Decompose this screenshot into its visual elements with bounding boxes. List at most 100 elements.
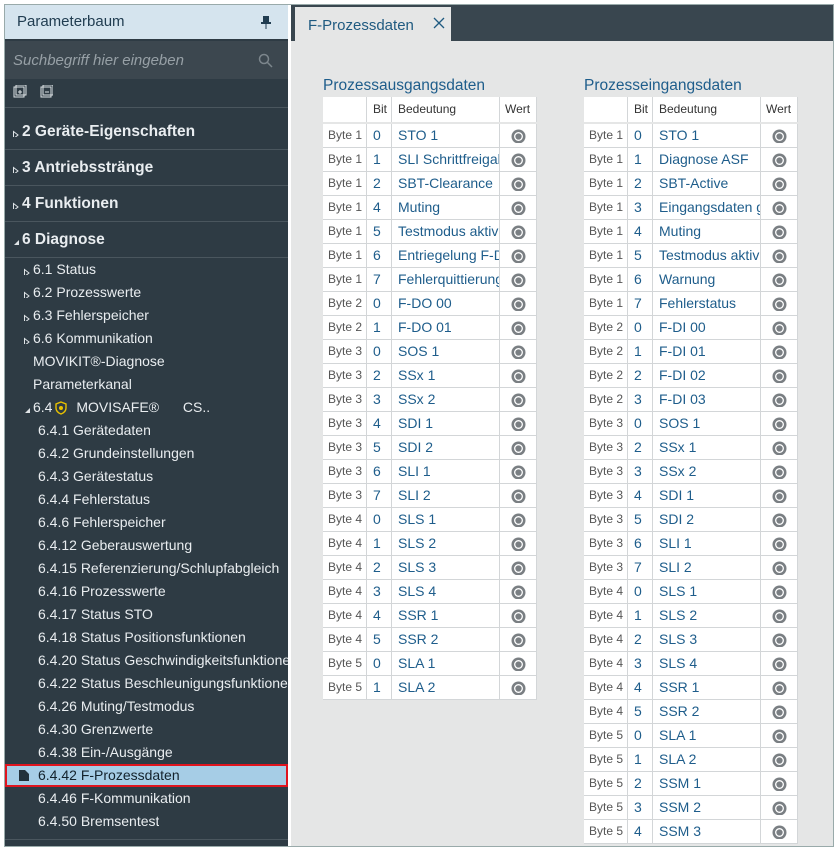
- tree-item[interactable]: 3 Antriebsstränge: [5, 150, 288, 186]
- value-indicator[interactable]: [772, 392, 787, 407]
- value-indicator[interactable]: [772, 560, 787, 575]
- value-indicator[interactable]: [511, 128, 526, 143]
- tree-item[interactable]: 6.1 Status: [5, 258, 288, 281]
- tree-item[interactable]: 6.4.2 Grundeinstellungen: [5, 442, 288, 465]
- value-indicator[interactable]: [511, 248, 526, 263]
- byte-cell: Byte 4: [584, 700, 628, 724]
- byte-cell: Byte 2: [584, 388, 628, 412]
- value-indicator[interactable]: [772, 800, 787, 815]
- tree-item[interactable]: 6.4.38 Ein-/Ausgänge: [5, 741, 288, 764]
- value-indicator[interactable]: [772, 152, 787, 167]
- value-indicator[interactable]: [511, 224, 526, 239]
- value-indicator[interactable]: [772, 608, 787, 623]
- tree-item[interactable]: 6.4.17 Status STO: [5, 603, 288, 626]
- value-indicator[interactable]: [772, 680, 787, 695]
- value-indicator[interactable]: [511, 608, 526, 623]
- bit-cell: 3: [628, 388, 653, 412]
- value-indicator[interactable]: [772, 200, 787, 215]
- value-indicator[interactable]: [772, 320, 787, 335]
- header-cell: Wert: [761, 97, 798, 122]
- tree-toolbar: [13, 85, 53, 98]
- value-indicator[interactable]: [772, 704, 787, 719]
- tree-label: 6.4.46 F-Kommunikation: [38, 790, 191, 806]
- tree-item[interactable]: 6.4.42 F-Prozessdaten: [5, 764, 288, 787]
- value-indicator[interactable]: [772, 512, 787, 527]
- value-indicator[interactable]: [511, 512, 526, 527]
- value-indicator[interactable]: [772, 440, 787, 455]
- tree-item[interactable]: 6.6 Kommunikation: [5, 327, 288, 350]
- value-indicator[interactable]: [511, 464, 526, 479]
- tree-item[interactable]: 6.2 Prozesswerte: [5, 281, 288, 304]
- bit-cell: 1: [367, 532, 392, 556]
- tree-item[interactable]: 6.3 Fehlerspeicher: [5, 304, 288, 327]
- tree-item[interactable]: 6.4.18 Status Positionsfunktionen: [5, 626, 288, 649]
- tree-item[interactable]: 6.4 MOVISAFE® CS..: [5, 396, 288, 419]
- value-indicator[interactable]: [511, 680, 526, 695]
- tree-item[interactable]: 6.4.22 Status Beschleunigungsfunktionen: [5, 672, 288, 695]
- value-cell: [761, 124, 798, 148]
- value-indicator[interactable]: [511, 368, 526, 383]
- value-indicator[interactable]: [772, 632, 787, 647]
- value-indicator[interactable]: [772, 224, 787, 239]
- value-indicator[interactable]: [772, 128, 787, 143]
- tree-item[interactable]: 6.4.6 Fehlerspeicher: [5, 511, 288, 534]
- tree-item[interactable]: 4 Funktionen: [5, 186, 288, 222]
- tree-item[interactable]: 2 Geräte-Eigenschaften: [5, 114, 288, 150]
- value-indicator[interactable]: [772, 296, 787, 311]
- tab[interactable]: F-Prozessdaten: [295, 7, 451, 41]
- value-indicator[interactable]: [511, 560, 526, 575]
- value-indicator[interactable]: [511, 416, 526, 431]
- value-indicator[interactable]: [511, 176, 526, 191]
- tree-item[interactable]: 6.4.30 Grenzwerte: [5, 718, 288, 741]
- tree-item[interactable]: 6.4.20 Status Geschwindigkeitsfunktionen: [5, 649, 288, 672]
- value-indicator[interactable]: [511, 488, 526, 503]
- tree-item[interactable]: 6.4.1 Gerätedaten: [5, 419, 288, 442]
- value-indicator[interactable]: [511, 632, 526, 647]
- value-indicator[interactable]: [511, 584, 526, 599]
- value-indicator[interactable]: [511, 536, 526, 551]
- byte-cell: Byte 2: [323, 292, 367, 316]
- tree-item[interactable]: 6.4.15 Referenzierung/Schlupfabgleich: [5, 557, 288, 580]
- tree-item[interactable]: 6 Diagnose: [5, 222, 288, 258]
- value-indicator[interactable]: [772, 584, 787, 599]
- value-indicator[interactable]: [772, 368, 787, 383]
- value-indicator[interactable]: [772, 464, 787, 479]
- value-indicator[interactable]: [511, 152, 526, 167]
- value-indicator[interactable]: [772, 536, 787, 551]
- pin-icon[interactable]: [260, 15, 272, 29]
- value-cell: [500, 532, 537, 556]
- value-indicator[interactable]: [772, 272, 787, 287]
- value-indicator[interactable]: [511, 344, 526, 359]
- value-indicator[interactable]: [511, 656, 526, 671]
- value-indicator[interactable]: [772, 248, 787, 263]
- tree-item[interactable]: 6.4.26 Muting/Testmodus: [5, 695, 288, 718]
- tree-item[interactable]: Parameterkanal: [5, 373, 288, 396]
- tree-item[interactable]: 6.4.16 Prozesswerte: [5, 580, 288, 603]
- value-indicator[interactable]: [772, 656, 787, 671]
- value-indicator[interactable]: [511, 272, 526, 287]
- value-indicator[interactable]: [772, 488, 787, 503]
- value-cell: [761, 508, 798, 532]
- value-indicator[interactable]: [772, 728, 787, 743]
- tab-close[interactable]: [433, 17, 445, 29]
- value-indicator[interactable]: [772, 176, 787, 191]
- value-indicator[interactable]: [511, 392, 526, 407]
- value-indicator[interactable]: [772, 824, 787, 839]
- value-indicator[interactable]: [511, 296, 526, 311]
- value-indicator[interactable]: [511, 440, 526, 455]
- tree-item[interactable]: 6.4.46 F-Kommunikation: [5, 787, 288, 810]
- tree-item[interactable]: 6.4.3 Gerätestatus: [5, 465, 288, 488]
- tree-item[interactable]: 6.4.4 Fehlerstatus: [5, 488, 288, 511]
- search-box[interactable]: Suchbegriff hier eingeben: [5, 41, 288, 79]
- value-indicator[interactable]: [772, 776, 787, 791]
- tree-item[interactable]: MOVIKIT®-Diagnose: [5, 350, 288, 373]
- tree-item[interactable]: 6.4.12 Geberauswertung: [5, 534, 288, 557]
- value-indicator[interactable]: [772, 416, 787, 431]
- tree-item[interactable]: 6.4.50 Bremsentest: [5, 810, 288, 833]
- value-indicator[interactable]: [772, 344, 787, 359]
- value-indicator[interactable]: [511, 320, 526, 335]
- value-indicator[interactable]: [772, 752, 787, 767]
- meaning-cell: SSR 1: [392, 604, 500, 628]
- tree-label: 6.4.4 Fehlerstatus: [38, 491, 151, 507]
- value-indicator[interactable]: [511, 200, 526, 215]
